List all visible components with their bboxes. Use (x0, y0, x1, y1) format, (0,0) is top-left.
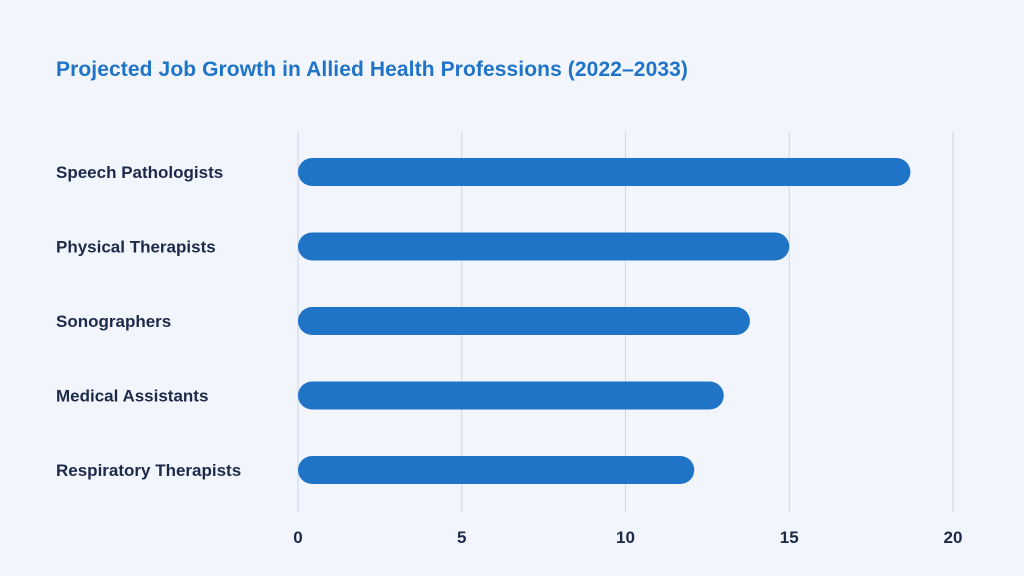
x-tick-label: 5 (457, 528, 466, 547)
x-tick-label: 10 (616, 528, 635, 547)
category-label: Speech Pathologists (56, 163, 223, 182)
bar-physical-therapists (298, 232, 790, 261)
category-label: Physical Therapists (56, 238, 216, 257)
x-tick-label: 20 (944, 528, 963, 547)
chart-title: Projected Job Growth in Allied Health Pr… (56, 58, 689, 81)
bar-respiratory-therapists (298, 456, 695, 484)
bar-medical-assistants (298, 381, 724, 410)
bar-sonographers (298, 307, 750, 335)
bar-speech-pathologists (298, 158, 911, 186)
category-label: Sonographers (56, 312, 171, 331)
x-tick-label: 15 (780, 528, 799, 547)
x-tick-label: 0 (293, 528, 302, 547)
category-label: Medical Assistants (56, 387, 208, 406)
category-label: Respiratory Therapists (56, 461, 241, 480)
